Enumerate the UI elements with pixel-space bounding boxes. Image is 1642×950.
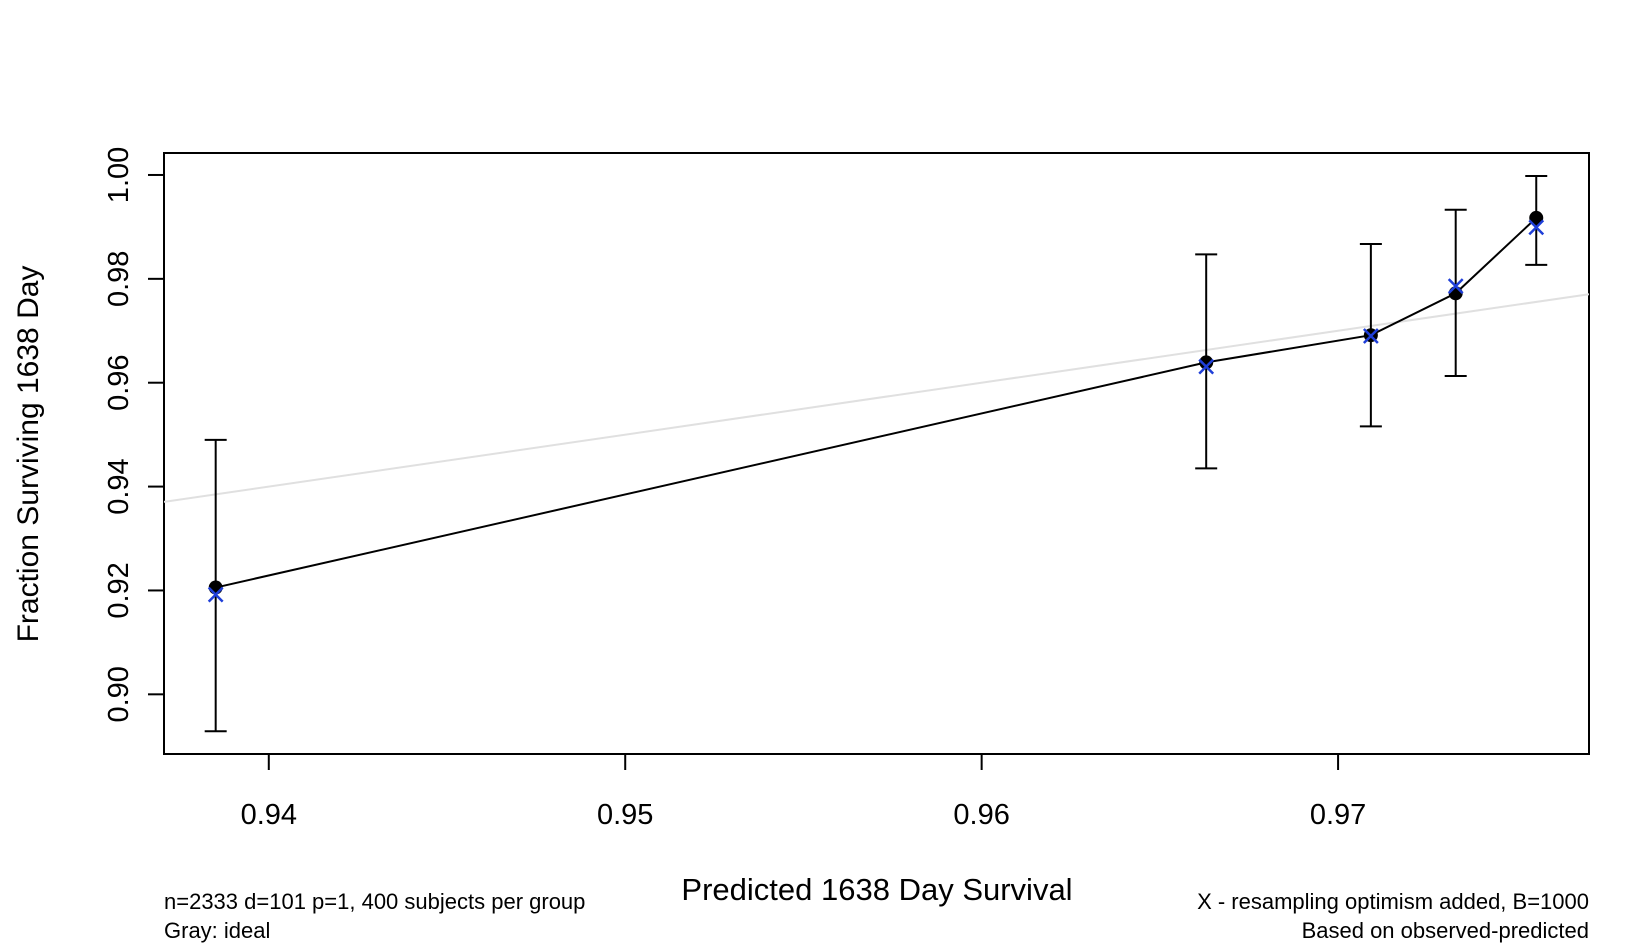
- note: n=2333 d=101 p=1, 400 subjects per group: [164, 889, 585, 914]
- x-tick-label: 0.96: [953, 799, 1009, 831]
- x-tick-label: 0.95: [597, 799, 653, 831]
- plot-area: [164, 175, 1589, 733]
- corrected-point: [207, 586, 224, 603]
- x-tick-label: 0.94: [241, 799, 297, 831]
- plot-frame: [163, 152, 1590, 755]
- observed-point: [1529, 210, 1544, 225]
- ideal-line: [164, 293, 1589, 503]
- y-tick-label: 0.92: [103, 562, 135, 618]
- note: Based on observed-predicted: [1302, 918, 1589, 943]
- y-tick-label: 0.98: [103, 251, 135, 307]
- x-axis-label: Predicted 1638 Day Survival: [681, 872, 1072, 907]
- observed-point: [1199, 355, 1214, 370]
- y-tick-label: 0.94: [103, 458, 135, 514]
- y-axis-label: Fraction Surviving 1638 Day: [12, 266, 45, 643]
- observed-line: [215, 217, 1537, 589]
- note: Gray: ideal: [164, 918, 270, 943]
- x-tick-label: 0.97: [1310, 799, 1366, 831]
- y-tick-label: 1.00: [103, 147, 135, 203]
- y-tick-label: 0.96: [103, 354, 135, 410]
- observed-point: [208, 580, 223, 595]
- corrected-point: [1362, 328, 1379, 344]
- corrected-point: [1447, 278, 1464, 294]
- corrected-point: [1528, 219, 1545, 236]
- note: X - resampling optimism added, B=1000: [1197, 889, 1589, 914]
- y-tick-label: 0.90: [103, 666, 135, 722]
- observed-point: [1448, 286, 1463, 301]
- corrected-point: [1198, 358, 1215, 375]
